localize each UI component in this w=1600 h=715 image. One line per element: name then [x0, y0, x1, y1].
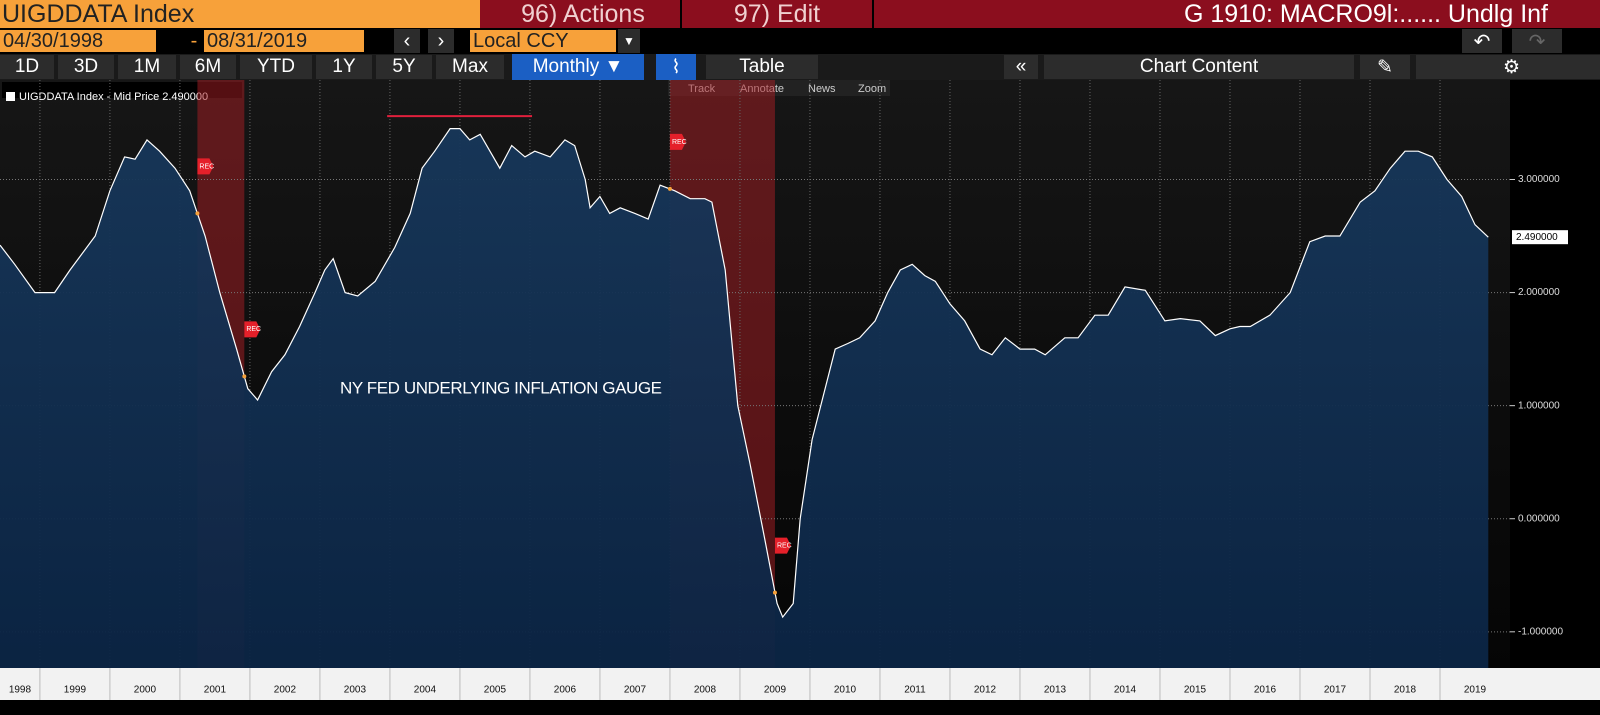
recession-flag: [774, 537, 791, 554]
prev-button[interactable]: ‹: [394, 29, 420, 53]
recession-label: REC: [246, 326, 261, 333]
chart: UIGDDATA Index - Mid Price 2.490000 Trac…: [0, 80, 1600, 700]
x-tick-label: 2008: [694, 685, 717, 696]
line: [0, 128, 1489, 619]
end-date[interactable]: 08/31/2019: [204, 30, 364, 52]
header-bar: UIGDDATA Index 96) Actions 97) Edit G 19…: [0, 0, 1600, 28]
period-button[interactable]: 1D: [0, 55, 54, 79]
x-tick-label: 2000: [134, 685, 157, 696]
x-tick-label: 2019: [1464, 685, 1487, 696]
recession-flag: [197, 158, 214, 175]
x-tick-label: 2002: [274, 685, 297, 696]
x-tick-label: 2011: [904, 685, 926, 696]
x-tick-label: 2001: [204, 685, 227, 696]
y-tick-label: 1.000000: [1518, 400, 1560, 411]
x-tick-label: 2009: [764, 685, 787, 696]
x-tick-label: 2003: [344, 685, 367, 696]
x-tick-label: 2006: [554, 685, 577, 696]
period-bar: Monthly ▼ ⌇ Table « Chart Content ✎ ⚙ 1D…: [0, 54, 1600, 80]
recession-flag: [669, 133, 686, 150]
start-date[interactable]: 04/30/1998: [0, 30, 156, 52]
x-tick-label: 2018: [1394, 685, 1417, 696]
ticker[interactable]: UIGDDATA Index: [0, 0, 480, 28]
recession-point: [667, 186, 672, 191]
page-title: G 1910: MACRO9l:...... Undlg Inf: [1183, 0, 1548, 28]
currency-dropdown[interactable]: ▼: [618, 29, 640, 53]
x-tick-label: 2010: [834, 685, 857, 696]
chart-tool[interactable]: Zoom: [858, 83, 886, 95]
x-tick-label: 2013: [1044, 685, 1067, 696]
y-tick-label: 3.000000: [1518, 174, 1560, 185]
x-tick-label: 2004: [414, 685, 437, 696]
recession-point: [195, 211, 200, 216]
legend: UIGDDATA Index - Mid Price 2.490000: [19, 91, 208, 103]
x-axis-strip: [0, 668, 1600, 700]
date-separator: -: [190, 29, 198, 52]
redo[interactable]: ↷: [1512, 29, 1562, 53]
x-tick-label: 1999: [64, 685, 87, 696]
undo[interactable]: ↶: [1462, 29, 1502, 53]
x-tick-label: 2015: [1184, 685, 1207, 696]
last-value-label: 2.490000: [1516, 232, 1558, 243]
period-button[interactable]: 1Y: [316, 55, 372, 79]
period-button[interactable]: 5Y: [376, 55, 432, 79]
area: [0, 128, 1489, 669]
recession-label: REC: [777, 542, 792, 549]
x-tick-label: 2017: [1324, 685, 1347, 696]
legend-swatch: [6, 92, 15, 101]
edit-menu[interactable]: 97) Edit: [680, 0, 874, 28]
x-tick-label: 2005: [484, 685, 507, 696]
annotation: NY FED UNDERLYING INFLATION GAUGE: [340, 378, 662, 397]
frequency[interactable]: Monthly ▼: [512, 54, 644, 80]
actions-menu[interactable]: 96) Actions: [521, 0, 645, 28]
last-value-badge: [1512, 230, 1568, 245]
currency[interactable]: Local CCY: [470, 30, 616, 52]
period-button[interactable]: 6M: [180, 55, 236, 79]
period-button[interactable]: 1M: [118, 55, 176, 79]
date-bar: 04/30/1998 - 08/31/2019 ‹ › Local CCY ▼ …: [0, 28, 1600, 54]
period-button[interactable]: Max: [436, 55, 504, 79]
x-tick-label: 2016: [1254, 685, 1277, 696]
y-tick-label: 2.000000: [1518, 287, 1560, 298]
recession-point: [772, 590, 777, 595]
y-tick-label: -1.000000: [1518, 626, 1563, 637]
edit-tool[interactable]: ✎: [1360, 55, 1410, 79]
settings[interactable]: ⚙: [1416, 55, 1600, 79]
chart-content[interactable]: Chart Content: [1044, 55, 1354, 79]
chart-type[interactable]: ⌇: [656, 54, 696, 80]
x-tick-label: 2007: [624, 685, 647, 696]
x-tick-label: 1998: [9, 685, 32, 696]
table-button[interactable]: Table: [706, 55, 818, 79]
next-button[interactable]: ›: [428, 29, 454, 53]
recession-label: REC: [672, 139, 687, 146]
chart-tool[interactable]: News: [808, 83, 836, 95]
recession-point: [242, 374, 247, 379]
period-button[interactable]: 3D: [58, 55, 114, 79]
recession-label: REC: [199, 163, 214, 170]
x-tick-label: 2014: [1114, 685, 1137, 696]
legend-box: [2, 82, 242, 98]
recession-flag: [244, 321, 261, 338]
y-tick-label: 0.000000: [1518, 513, 1560, 524]
period-button[interactable]: YTD: [240, 55, 312, 79]
collapse[interactable]: «: [1004, 55, 1038, 79]
x-tick-label: 2012: [974, 685, 997, 696]
